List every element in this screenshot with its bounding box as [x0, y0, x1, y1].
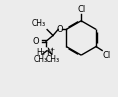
Text: Cl: Cl: [77, 5, 85, 14]
Text: O: O: [57, 25, 63, 34]
Text: +: +: [49, 47, 54, 52]
Text: O: O: [33, 37, 40, 46]
Text: Cl: Cl: [103, 51, 111, 60]
Text: N: N: [46, 48, 52, 57]
Text: CH₃: CH₃: [46, 55, 60, 64]
Text: CH₃: CH₃: [32, 19, 46, 29]
Text: ⁻: ⁻: [45, 47, 48, 52]
Text: CH₃: CH₃: [34, 55, 48, 64]
Text: H₂: H₂: [36, 48, 45, 57]
